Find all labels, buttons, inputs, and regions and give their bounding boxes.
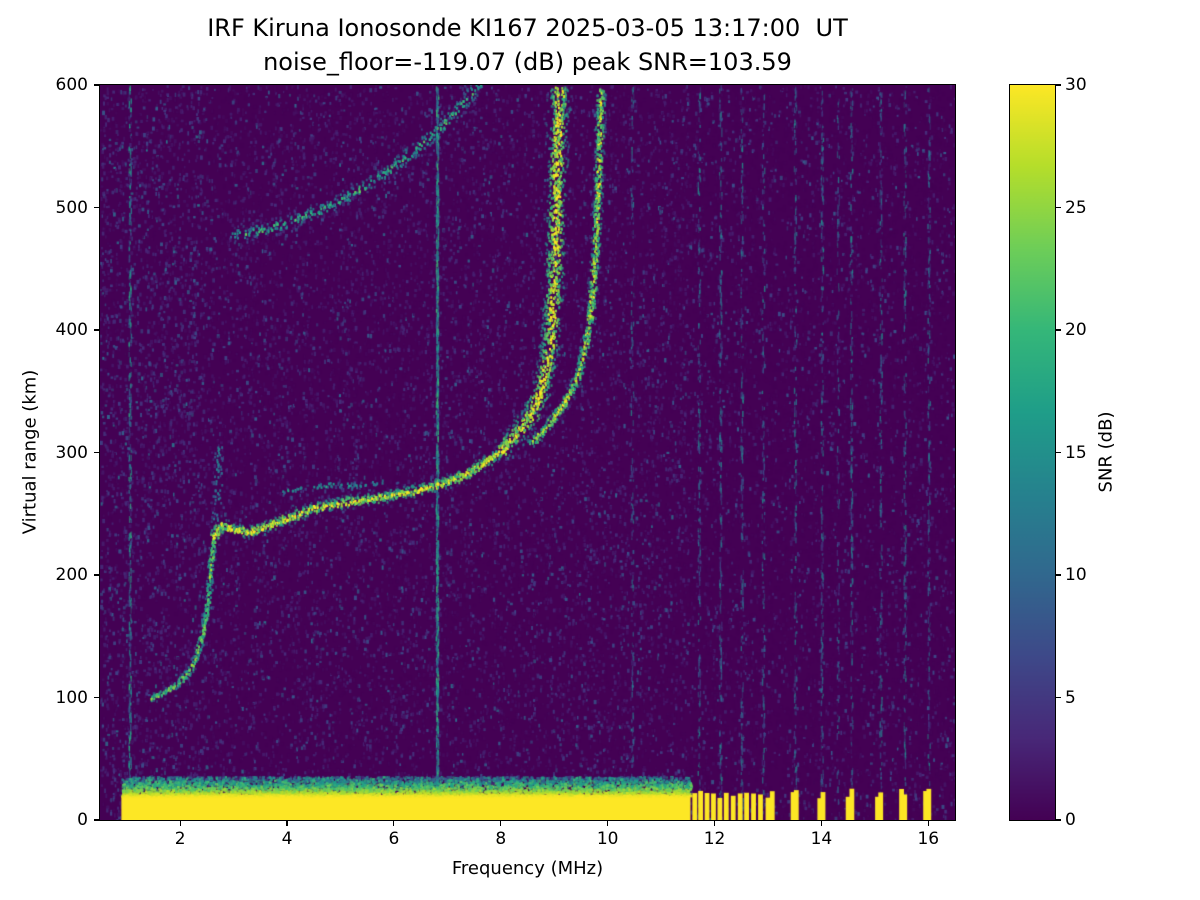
colorbar-tick-mark bbox=[1055, 574, 1061, 576]
colorbar-tick-label: 5 bbox=[1065, 687, 1076, 708]
y-tick-mark bbox=[94, 329, 100, 331]
colorbar-canvas bbox=[1010, 85, 1055, 820]
y-tick-mark bbox=[94, 451, 100, 454]
x-tick-label: 16 bbox=[917, 829, 940, 849]
ionogram-heatmap-canvas bbox=[100, 85, 955, 820]
x-tick-label: 4 bbox=[281, 829, 293, 849]
y-tick-mark bbox=[94, 696, 100, 699]
colorbar-tick-label: 30 bbox=[1065, 75, 1087, 95]
x-tick-mark bbox=[500, 820, 502, 826]
y-tick-label: 600 bbox=[55, 75, 88, 95]
plot-area bbox=[99, 84, 956, 821]
y-tick-label: 300 bbox=[55, 442, 88, 463]
y-tick-mark bbox=[94, 574, 100, 576]
x-tick-label: 2 bbox=[174, 829, 186, 849]
x-tick-label: 6 bbox=[388, 829, 400, 849]
colorbar-tick-label: 10 bbox=[1065, 565, 1087, 585]
x-axis-label: Frequency (MHz) bbox=[451, 858, 604, 879]
colorbar-tick-mark bbox=[1055, 206, 1061, 209]
x-tick-mark bbox=[713, 820, 716, 826]
x-tick-mark bbox=[179, 820, 181, 826]
colorbar-tick-label: 0 bbox=[1065, 810, 1076, 830]
colorbar-tick-mark bbox=[1055, 696, 1061, 699]
x-tick-label: 12 bbox=[703, 829, 726, 849]
colorbar bbox=[1009, 84, 1056, 821]
x-tick-label: 14 bbox=[810, 829, 833, 849]
colorbar-tick-label: 20 bbox=[1065, 320, 1087, 340]
y-tick-label: 0 bbox=[77, 810, 88, 830]
colorbar-tick-mark bbox=[1055, 451, 1061, 454]
x-tick-mark bbox=[927, 820, 929, 826]
y-tick-mark bbox=[94, 84, 100, 86]
chart-subtitle: noise_floor=-119.07 (dB) peak SNR=103.59 bbox=[263, 48, 792, 76]
colorbar-tick-mark bbox=[1055, 329, 1061, 331]
colorbar-tick-label: 25 bbox=[1065, 197, 1087, 218]
y-tick-label: 200 bbox=[55, 565, 88, 585]
y-tick-mark bbox=[94, 819, 100, 821]
colorbar-tick-label: 15 bbox=[1065, 442, 1087, 463]
x-tick-mark bbox=[607, 820, 609, 826]
chart-title: IRF Kiruna Ionosonde KI167 2025-03-05 13… bbox=[207, 14, 848, 42]
colorbar-tick-mark bbox=[1055, 84, 1061, 86]
x-tick-mark bbox=[820, 820, 822, 826]
x-tick-label: 8 bbox=[495, 829, 507, 849]
y-tick-label: 500 bbox=[55, 197, 88, 218]
colorbar-tick-mark bbox=[1055, 819, 1061, 821]
y-tick-mark bbox=[94, 206, 100, 209]
x-tick-mark bbox=[393, 820, 395, 826]
x-tick-mark bbox=[286, 820, 288, 826]
y-tick-label: 400 bbox=[55, 320, 88, 340]
y-tick-label: 100 bbox=[55, 687, 88, 708]
x-tick-label: 10 bbox=[596, 829, 619, 849]
